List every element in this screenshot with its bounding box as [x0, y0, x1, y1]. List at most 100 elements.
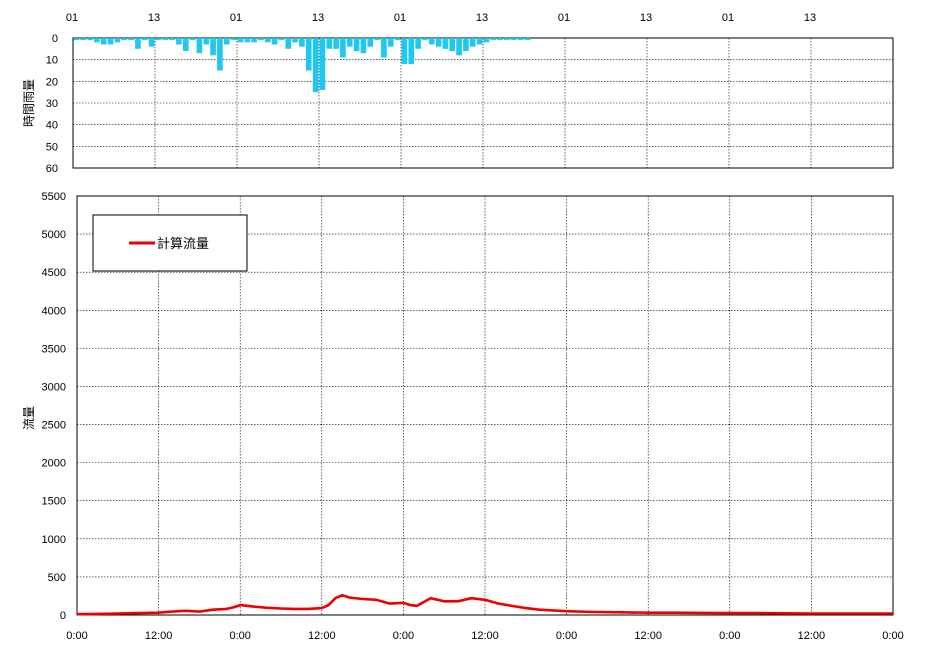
flow-y-tick-label: 3500: [42, 343, 66, 355]
rainfall-bar: [210, 38, 216, 56]
flow-y-tick-label: 3000: [42, 381, 66, 393]
rainfall-bar: [73, 38, 80, 41]
flow-series: [76, 593, 893, 616]
rainfall-bar: [100, 38, 107, 45]
flow-x-tick-label: 0:00: [882, 630, 903, 642]
flow-x-tick-label: 12:00: [145, 630, 173, 642]
rainfall-bar: [408, 38, 415, 64]
rainfall-bar: [271, 38, 278, 45]
flow-x-tick-label: 0:00: [556, 630, 577, 642]
flow-y-tick-label: 5500: [42, 191, 66, 203]
flow-y-tick-label: 0: [60, 610, 66, 622]
rainfall-bar: [415, 38, 421, 49]
rainfall-bar: [107, 38, 114, 45]
rainfall-bar: [387, 38, 394, 47]
rainfall-bar: [394, 38, 401, 41]
rainfall-bar: [299, 38, 305, 47]
rainfall-top-tick-label: 13: [640, 12, 652, 24]
rainfall-y-ticks: 0 10 20 30 40 50 60: [46, 33, 58, 175]
rainfall-top-tick-label: 13: [476, 12, 488, 24]
rainfall-y-tick-label: 30: [46, 98, 58, 110]
rainfall-bar: [237, 38, 244, 43]
rainfall-grid: [73, 38, 893, 168]
flow-y-tick-label: 4500: [42, 267, 66, 279]
rainfall-bar: [264, 38, 271, 43]
rainfall-bar: [141, 38, 148, 41]
rainfall-bar: [319, 38, 326, 90]
rainfall-bar: [340, 38, 346, 58]
flow-x-tick-label: 12:00: [798, 630, 826, 642]
flow-series-line: [76, 593, 893, 616]
rainfall-bar: [189, 38, 196, 41]
flow-y-tick-label: 4000: [42, 305, 66, 317]
rainfall-bar: [381, 38, 387, 58]
flow-grid: [77, 196, 893, 615]
rainfall-bar: [94, 38, 100, 43]
flow-y-tick-label: 2500: [42, 420, 66, 432]
flow-x-tick-label: 0:00: [66, 630, 87, 642]
flow-x-tick-label: 0:00: [393, 630, 414, 642]
flow-panel: 0 500 1000 1500 2000 2500 3000 3500 4000 4500 5000…: [22, 191, 904, 642]
rainfall-bar: [497, 38, 503, 41]
rainfall-top-tick-label: 01: [394, 12, 406, 24]
rainfall-bar: [292, 38, 298, 43]
rainfall-top-tick-label: 01: [66, 12, 78, 24]
rainfall-bar: [449, 38, 456, 51]
rainfall-bar: [346, 38, 353, 47]
rainfall-bar: [422, 38, 428, 41]
rainfall-bar: [456, 38, 462, 56]
rainfall-top-ticks: 01 13 01 13 01 13 01 13 01 13: [66, 12, 816, 24]
flow-y-tick-label: 5000: [42, 229, 66, 241]
flow-x-tick-label: 0:00: [719, 630, 740, 642]
rainfall-y-tick-label: 60: [46, 163, 58, 175]
flow-x-tick-label: 0:00: [229, 630, 250, 642]
rainfall-bar: [169, 38, 175, 41]
flow-x-tick-label: 12:00: [308, 630, 336, 642]
rainfall-bar: [148, 38, 155, 47]
rainfall-bar: [428, 38, 435, 45]
rainfall-bar: [135, 38, 141, 49]
flow-y-ticks: 0 500 1000 1500 2000 2500 3000 3500 4000 4500 5000…: [42, 191, 66, 622]
rainfall-top-tick-label: 01: [722, 12, 734, 24]
rainfall-bar: [230, 38, 237, 41]
rainfall-bar: [504, 38, 510, 41]
rainfall-bar: [401, 38, 408, 64]
flow-y-tick-label: 2000: [42, 458, 66, 470]
rainfall-bar: [326, 38, 333, 49]
rainfall-bar: [223, 38, 230, 45]
legend: 計算流量: [92, 214, 248, 272]
flow-y-tick-label: 1000: [42, 534, 66, 546]
rainfall-bar: [258, 38, 264, 41]
rainfall-y-axis-label: 時間雨量: [22, 79, 36, 127]
rainfall-bar: [312, 38, 319, 93]
rainfall-y-tick-label: 20: [46, 76, 58, 88]
rainfall-top-tick-label: 13: [312, 12, 324, 24]
rainfall-bar: [87, 38, 93, 41]
rainfall-bar: [305, 38, 312, 71]
rainfall-bar: [442, 38, 449, 49]
rainfall-bar: [517, 38, 524, 41]
rainfall-y-tick-label: 50: [46, 141, 58, 153]
rainfall-bar: [244, 38, 251, 43]
rainfall-y-tick-label: 10: [46, 55, 58, 67]
rainfall-top-tick-label: 01: [230, 12, 242, 24]
rainfall-bar: [176, 38, 182, 45]
legend-box: [92, 214, 248, 272]
rainfall-bar: [463, 38, 469, 51]
rainfall-bar: [217, 38, 223, 71]
rainfall-top-tick-label: 01: [558, 12, 570, 24]
rainfall-bar: [162, 38, 169, 41]
rainfall-bar: [374, 38, 380, 41]
rainfall-bar: [114, 38, 121, 43]
rainfall-bar: [524, 38, 531, 41]
rainfall-bar: [128, 38, 134, 41]
rainfall-bar: [182, 38, 189, 51]
rainfall-bar: [278, 38, 285, 41]
rainfall-top-tick-label: 13: [804, 12, 816, 24]
rainfall-top-tick-label: 13: [148, 12, 160, 24]
rainfall-bar: [285, 38, 292, 49]
rainfall-bar: [80, 38, 87, 41]
rainfall-y-tick-label: 40: [46, 120, 58, 132]
